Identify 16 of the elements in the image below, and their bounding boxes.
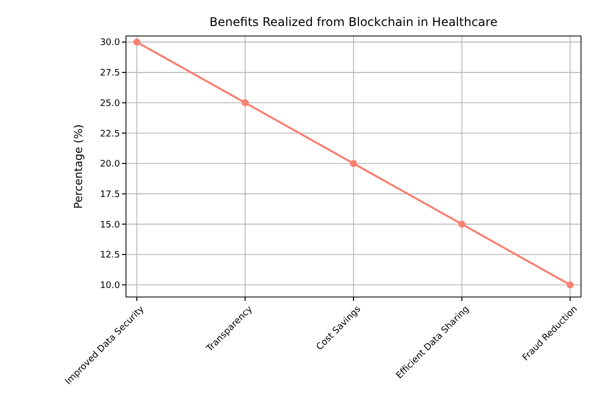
y-tick-label: 15.0: [100, 220, 120, 230]
y-tick-label: 22.5: [100, 129, 120, 140]
y-axis-title: Percentage (%): [72, 124, 85, 209]
y-tick-label: 27.5: [100, 68, 120, 79]
point: [458, 220, 466, 228]
y-tick-label: 17.5: [100, 190, 120, 200]
point: [242, 99, 249, 106]
point: [566, 281, 574, 288]
y-tick-label: 30.0: [100, 38, 120, 48]
y-tick-label: 20.0: [100, 160, 120, 170]
y-tick-label: 12.5: [100, 250, 120, 261]
y-tick-label: 10.0: [100, 281, 120, 292]
point: [350, 160, 357, 167]
y-tick-label: 25.0: [100, 98, 120, 109]
chart-title: Benefits Realized from Blockchain in Healthcare: [210, 15, 498, 29]
point: [133, 38, 140, 46]
